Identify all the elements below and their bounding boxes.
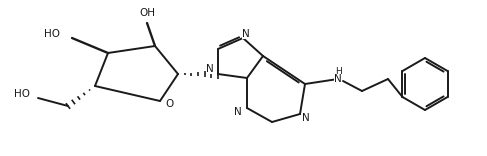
Text: N: N [234, 107, 242, 117]
Text: HO: HO [14, 89, 30, 99]
Text: HO: HO [44, 29, 60, 39]
Text: OH: OH [139, 8, 155, 18]
Text: N: N [334, 74, 342, 84]
Text: O: O [166, 99, 174, 109]
Text: N: N [302, 113, 310, 123]
Text: H: H [335, 66, 341, 76]
Text: N: N [242, 29, 250, 39]
Text: N: N [206, 64, 214, 74]
